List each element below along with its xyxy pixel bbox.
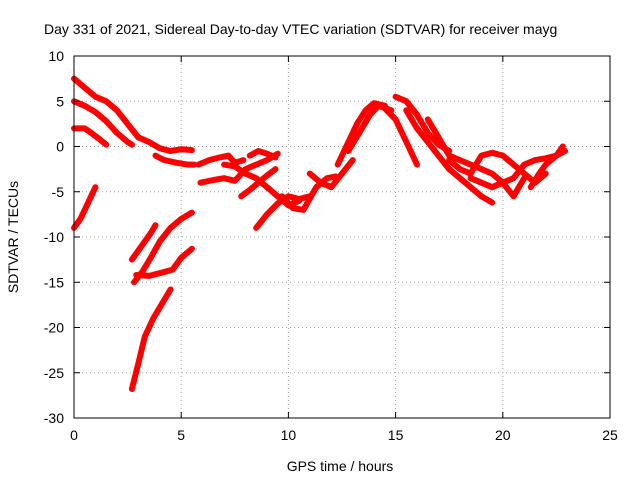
series-track-21 bbox=[381, 105, 420, 168]
series-track-11 bbox=[195, 152, 247, 168]
series-track-25 bbox=[446, 149, 549, 186]
series-track-7 bbox=[128, 222, 159, 263]
chart-title: Day 331 of 2021, Sidereal Day-to-day VTE… bbox=[44, 21, 557, 37]
y-tick-label--25: -25 bbox=[44, 365, 64, 381]
x-tick-label-5: 5 bbox=[177, 427, 185, 443]
x-tick-label-0: 0 bbox=[70, 427, 78, 443]
x-tick-label-20: 20 bbox=[495, 427, 511, 443]
axis-ticks: 0 5 10 15 20 25 -30 -25 -20 -15 -10 -5 0 5 10 bbox=[44, 48, 618, 443]
series-track-23 bbox=[403, 107, 496, 206]
series-track-18 bbox=[306, 157, 356, 191]
series-track-5 bbox=[135, 134, 195, 154]
x-tick-label-25: 25 bbox=[602, 427, 618, 443]
y-axis-title: SDTVAR / TECUs bbox=[5, 181, 21, 293]
series-track-17 bbox=[279, 173, 339, 213]
series-track-4 bbox=[71, 184, 99, 231]
series-track-1 bbox=[71, 75, 142, 141]
y-tick-label-0: 0 bbox=[56, 139, 64, 155]
y-tick-label--15: -15 bbox=[44, 274, 64, 290]
series-track-15 bbox=[246, 148, 279, 161]
data-series-group bbox=[71, 75, 568, 392]
y-tick-label--10: -10 bbox=[44, 229, 64, 245]
series-track-19 bbox=[334, 100, 388, 168]
series-track-27 bbox=[527, 143, 566, 191]
series-track-10 bbox=[128, 286, 174, 392]
series-track-6 bbox=[152, 152, 198, 168]
series-track-9 bbox=[133, 245, 195, 279]
series-track-14 bbox=[238, 166, 279, 200]
y-tick-label--5: -5 bbox=[52, 184, 65, 200]
series-track-3 bbox=[71, 125, 110, 148]
y-tick-label--20: -20 bbox=[44, 320, 64, 336]
series-track-2 bbox=[71, 98, 135, 148]
series-track-12 bbox=[197, 150, 281, 186]
y-tick-label-10: 10 bbox=[48, 48, 64, 64]
y-tick-label--30: -30 bbox=[44, 410, 64, 426]
grid bbox=[74, 56, 610, 418]
series-track-8 bbox=[131, 209, 195, 286]
x-tick-label-10: 10 bbox=[281, 427, 297, 443]
x-tick-label-15: 15 bbox=[388, 427, 404, 443]
x-axis-title: GPS time / hours bbox=[287, 458, 394, 474]
y-tick-label-5: 5 bbox=[56, 93, 64, 109]
